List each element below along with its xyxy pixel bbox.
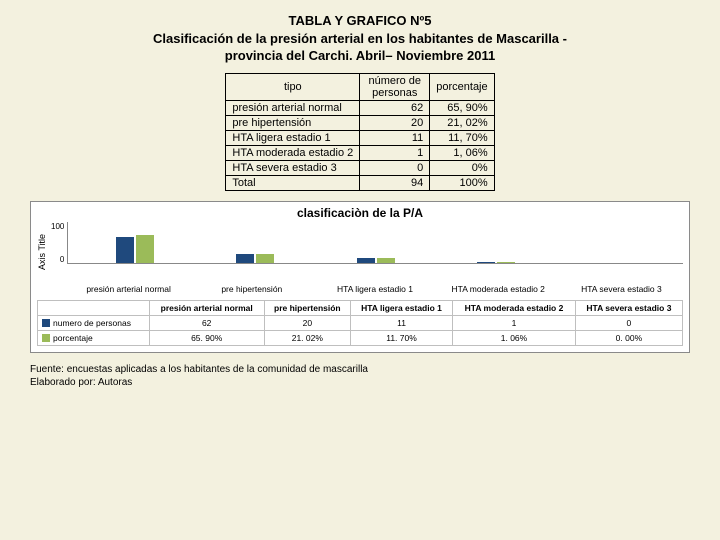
legend-value: 65. 90% — [149, 330, 264, 345]
legend-header: pre hipertensión — [264, 300, 350, 315]
th-numero: número de personas — [360, 73, 430, 100]
table-row-pct: 65, 90% — [430, 100, 494, 115]
table-row-pct: 21, 02% — [430, 115, 494, 130]
chart-xcat: pre hipertensión — [190, 284, 313, 294]
table-row-label: HTA ligera estadio 1 — [226, 130, 360, 145]
chart-container: clasificaciòn de la P/A Axis Title 100 0… — [30, 201, 690, 353]
legend-value: 11. 70% — [350, 330, 452, 345]
chart-bar — [116, 237, 134, 263]
th-tipo: tipo — [226, 73, 360, 100]
table-row-n: 1 — [360, 145, 430, 160]
table-row-pct: 11, 70% — [430, 130, 494, 145]
chart-xaxis: presión arterial normalpre hipertensiónH… — [67, 284, 683, 294]
chart-plot — [67, 222, 683, 264]
legend-value: 1 — [453, 315, 576, 330]
legend-series: numero de personas — [38, 315, 150, 330]
table-row-label: pre hipertensión — [226, 115, 360, 130]
chart-bar — [136, 235, 154, 263]
legend-value: 0 — [575, 315, 682, 330]
chart-title: clasificaciòn de la P/A — [37, 206, 683, 220]
legend-header: HTA severa estadio 3 — [575, 300, 682, 315]
table-row-label: HTA moderada estadio 2 — [226, 145, 360, 160]
table-row-label: presión arterial normal — [226, 100, 360, 115]
legend-swatch — [42, 334, 50, 342]
legend-header: presión arterial normal — [149, 300, 264, 315]
title-line2: Clasificación de la presión arterial en … — [30, 30, 690, 48]
chart-legend-table: presión arterial normalpre hipertensiónH… — [37, 300, 683, 346]
chart-xcat: presión arterial normal — [67, 284, 190, 294]
legend-value: 62 — [149, 315, 264, 330]
ytick: 0 — [51, 255, 64, 264]
table-row-n: 20 — [360, 115, 430, 130]
ytick: 100 — [51, 222, 64, 231]
footer-author: Elaborado por: Autoras — [30, 376, 690, 389]
legend-header: HTA ligera estadio 1 — [350, 300, 452, 315]
legend-value: 1. 06% — [453, 330, 576, 345]
footer: Fuente: encuestas aplicadas a los habita… — [30, 363, 690, 389]
table-row-n: 62 — [360, 100, 430, 115]
page-title: TABLA Y GRAFICO Nº5 Clasificación de la … — [30, 12, 690, 65]
chart-yaxis: 100 0 — [51, 222, 67, 264]
title-line1: TABLA Y GRAFICO Nº5 — [30, 12, 690, 30]
legend-header: HTA moderada estadio 2 — [453, 300, 576, 315]
chart-bar — [357, 258, 375, 263]
chart-xcat: HTA moderada estadio 2 — [437, 284, 560, 294]
table-row-pct: 0% — [430, 160, 494, 175]
chart-ylabel: Axis Title — [37, 222, 51, 282]
legend-series: porcentaje — [38, 330, 150, 345]
table-row-pct: 1, 06% — [430, 145, 494, 160]
data-table: tipo número de personas porcentaje presi… — [225, 73, 494, 191]
legend-swatch — [42, 319, 50, 327]
chart-xcat: HTA ligera estadio 1 — [313, 284, 436, 294]
legend-corner — [38, 300, 150, 315]
table-row-pct: 100% — [430, 175, 494, 190]
legend-value: 0. 00% — [575, 330, 682, 345]
th-pct: porcentaje — [430, 73, 494, 100]
chart-xcat: HTA severa estadio 3 — [560, 284, 683, 294]
table-row-n: 11 — [360, 130, 430, 145]
chart-bar — [256, 254, 274, 263]
table-row-n: 0 — [360, 160, 430, 175]
chart-bar — [377, 258, 395, 263]
table-row-n: 94 — [360, 175, 430, 190]
table-row-label: Total — [226, 175, 360, 190]
legend-value: 11 — [350, 315, 452, 330]
table-row-label: HTA severa estadio 3 — [226, 160, 360, 175]
footer-source: Fuente: encuestas aplicadas a los habita… — [30, 363, 690, 376]
chart-bar — [236, 254, 254, 262]
legend-value: 20 — [264, 315, 350, 330]
legend-value: 21. 02% — [264, 330, 350, 345]
title-line3: provincia del Carchi. Abril– Noviembre 2… — [30, 47, 690, 65]
